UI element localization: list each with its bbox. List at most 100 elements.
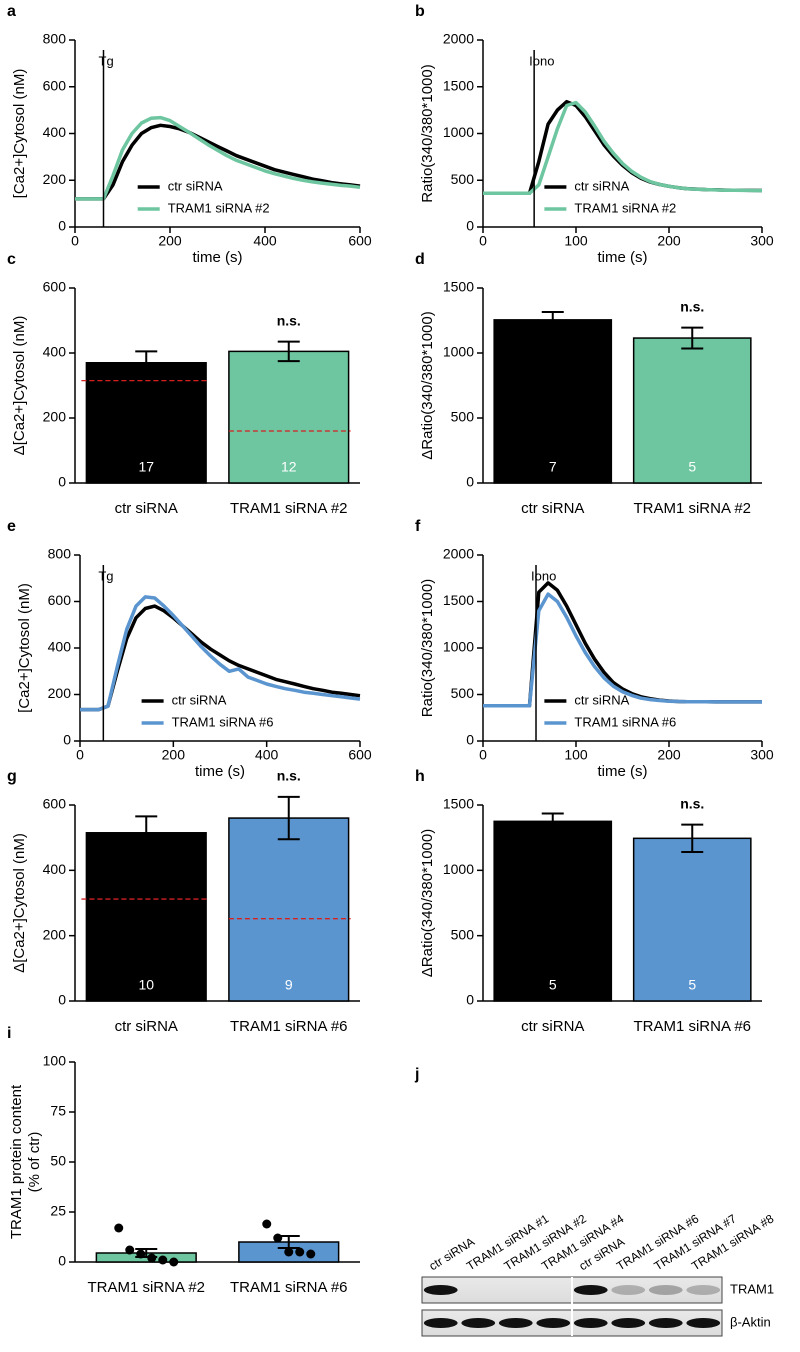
panel-label: a [7,3,16,20]
legend-label: ctr siRNA [172,692,227,707]
x-tick-label: 200 [158,233,182,249]
y-tick-label: 1000 [443,639,474,655]
y-tick-label: 0 [58,218,66,234]
x-tick-label: 0 [71,233,79,249]
panel-label: f [415,518,421,535]
n-label: 5 [688,459,696,475]
y-axis-label: [Ca2+]Cytosol (nM) [16,583,33,713]
panel-label: j [414,1066,419,1083]
y-tick-label: 200 [43,926,67,942]
x-axis-label: time (s) [195,763,245,780]
bar [632,337,752,484]
x-tick-label: TRAM1 siRNA #6 [230,1018,348,1035]
y-axis-label: ΔRatio(340/380*1000) [419,829,436,977]
y-tick-label: 600 [43,77,67,93]
blot-band [611,1285,646,1295]
y-tick-label: 0 [466,992,474,1008]
error-bar [277,340,300,363]
x-tick-label: 200 [657,747,681,763]
error-bar [135,350,158,376]
data-point [273,1233,283,1243]
blot-band [423,1285,458,1295]
data-point [147,1253,157,1263]
line-series [483,592,762,708]
y-axis-label: TRAM1 protein content [8,1084,25,1239]
x-tick-label: 400 [253,233,277,249]
legend-label: TRAM1 siRNA #2 [168,200,270,215]
significance-label: n.s. [277,312,301,328]
y-tick-label: 0 [466,218,474,234]
error-bar [541,812,564,831]
data-point [114,1223,124,1233]
y-tick-label: 2000 [443,546,474,562]
x-tick-label: ctr siRNA [521,500,584,517]
data-point [295,1247,305,1257]
y-axis-label: [Ca2+]Cytosol (nM) [11,69,28,199]
data-point [284,1247,294,1257]
y-tick-label: 0 [58,474,66,490]
data-point [136,1249,146,1259]
y-tick-label: 400 [48,639,72,655]
annotation-label: Tg [98,568,113,583]
y-tick-label: 600 [43,279,67,295]
y-tick-label: 200 [43,171,67,187]
data-point [262,1219,272,1229]
line-series [80,604,361,712]
x-tick-label: 200 [162,747,186,763]
significance-label: n.s. [277,768,301,784]
y-tick-label: 800 [43,31,67,47]
n-label: 12 [281,459,297,475]
x-tick-label: ctr siRNA [115,500,178,517]
x-tick-label: 600 [348,233,372,249]
n-label: 5 [688,977,696,993]
y-tick-label: 500 [451,685,475,701]
panel-label: i [7,1025,11,1042]
bar [228,817,350,1002]
x-tick-label: 400 [255,747,279,763]
bar [632,837,752,1002]
n-label: 9 [285,977,293,993]
y-axis-label: Δ[Ca2+]Cytosol (nM) [11,833,28,973]
x-tick-label: TRAM1 siRNA #2 [87,1279,205,1296]
legend-label: TRAM1 siRNA #2 [574,200,676,215]
y-axis-label: Ratio(340/380*1000) [419,64,436,202]
x-tick-label: TRAM1 siRNA #2 [633,500,751,517]
line-series [483,581,762,708]
x-tick-label: 200 [657,233,681,249]
legend-label: ctr siRNA [168,178,223,193]
panel-label: e [7,518,16,535]
y-tick-label: 75 [50,1103,66,1119]
n-label: 17 [138,459,154,475]
blot-band [573,1318,608,1328]
annotation-label: Iono [529,53,554,68]
data-point [158,1255,168,1265]
x-tick-label: 300 [750,747,774,763]
error-bar [135,815,158,851]
x-tick-label: 100 [564,747,588,763]
line-series [483,100,763,196]
data-point [125,1245,135,1255]
line-series [80,595,361,712]
annotation-label: Tg [99,53,114,68]
y-tick-label: 1500 [443,279,474,295]
y-axis-label: ΔRatio(340/380*1000) [419,311,436,459]
y-tick-label: 400 [43,124,67,140]
error-bar [681,823,704,854]
legend-label: TRAM1 siRNA #6 [574,714,676,729]
x-tick-label: 100 [564,233,588,249]
significance-label: n.s. [680,795,704,811]
x-tick-label: TRAM1 siRNA #6 [633,1018,751,1035]
bar [493,319,613,484]
y-tick-label: 200 [43,409,67,425]
band-label: TRAM1 [730,1281,774,1296]
blot-band [573,1285,608,1295]
x-axis-label: time (s) [598,249,648,266]
blot-band [686,1285,721,1295]
bar [85,362,207,484]
x-axis-label: time (s) [193,249,243,266]
panel-label: b [415,3,425,20]
y-tick-label: 500 [451,409,475,425]
y-tick-label: 500 [451,171,475,187]
